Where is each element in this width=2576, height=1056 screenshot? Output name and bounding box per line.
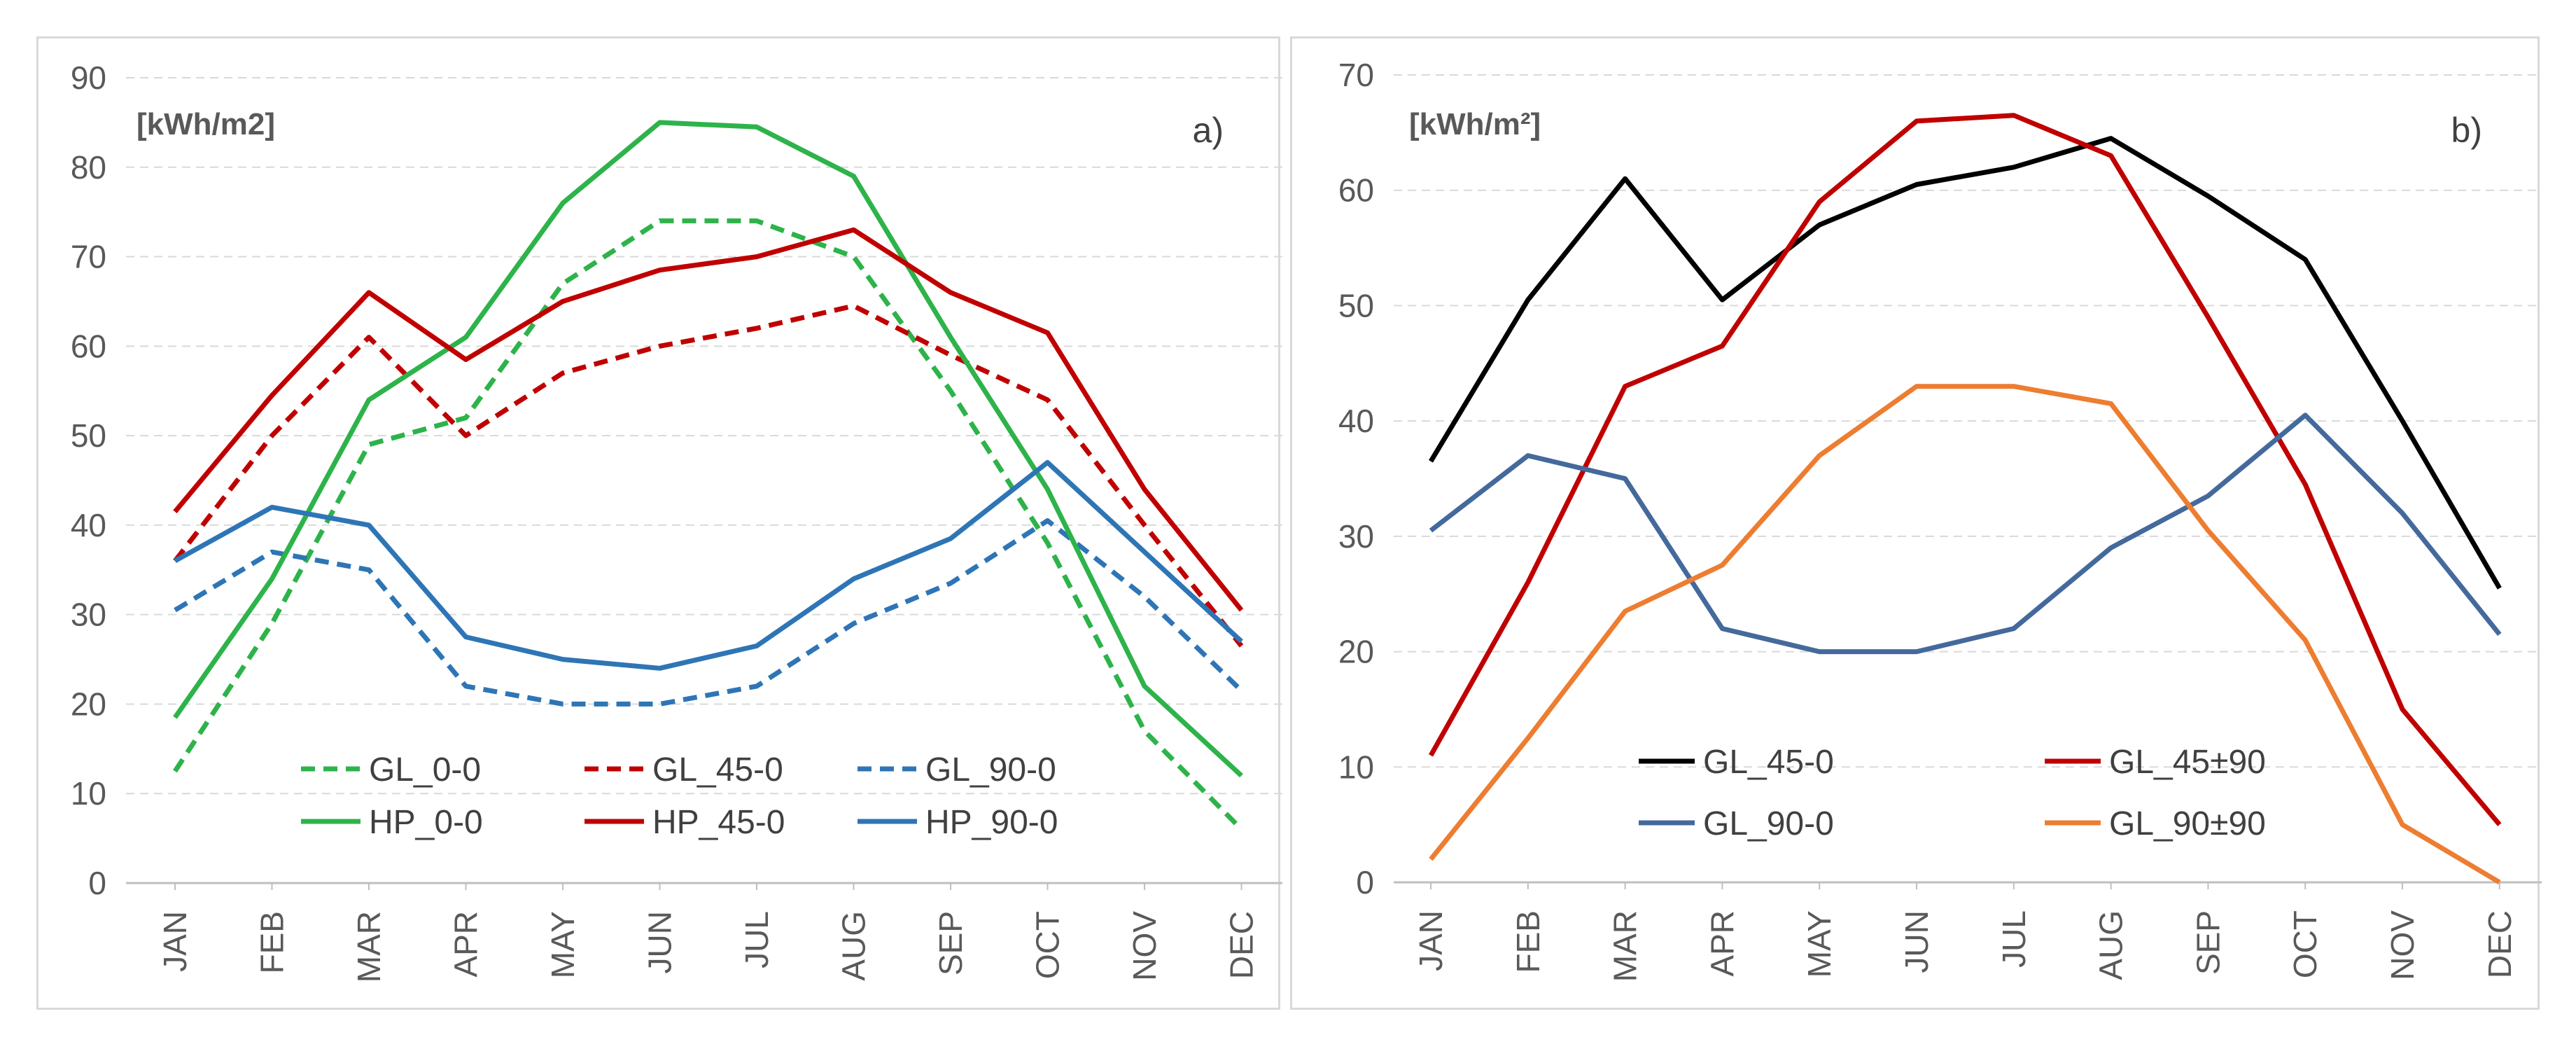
x-tick-label: MAR <box>1607 910 1644 982</box>
x-tick-label: OCT <box>2287 910 2323 978</box>
x-tick-label: MAR <box>351 911 387 982</box>
panel-label-b: b) <box>2451 111 2482 150</box>
chart-panel-b: 0 10 20 30 40 50 60 70 JAN FEB MAR APR MAY JUN JUL AUG… <box>1290 36 2542 1010</box>
y-tick-label: 30 <box>71 597 106 633</box>
y-tick-label: 20 <box>1338 634 1374 670</box>
y-tick-label: 30 <box>1338 518 1374 555</box>
chart-b-svg: 0 10 20 30 40 50 60 70 JAN FEB MAR APR MAY JUN JUL AUG… <box>1338 57 2542 982</box>
series-line-gl-45-90 <box>1428 113 2502 826</box>
x-tick-label: JUL <box>738 911 775 968</box>
chart-a-svg: 0 10 20 30 40 50 60 70 80 90 JAN FEB MAR APR MAY JUN JU… <box>71 60 1282 982</box>
legend-label: HP_0-0 <box>369 804 483 841</box>
y-tick-label: 0 <box>88 865 106 901</box>
y-tick-label: 20 <box>71 686 106 722</box>
x-tick-label: SEP <box>932 911 969 975</box>
legend-label: GL_90-0 <box>1703 805 1834 842</box>
chart-panel-a: 0 10 20 30 40 50 60 70 80 90 JAN FEB MAR APR MAY JUN JU… <box>36 36 1282 1010</box>
legend-label: HP_90-0 <box>925 804 1058 841</box>
x-tick-label: MAY <box>1801 910 1837 978</box>
x-tick-label: DEC <box>2482 910 2518 978</box>
x-tick-label: JAN <box>157 911 193 972</box>
series-line-hp-90-0 <box>174 459 1243 671</box>
y-tick-label: 60 <box>71 328 106 364</box>
y-tick-label: 40 <box>1338 403 1374 439</box>
legend-label: GL_90-0 <box>925 751 1056 788</box>
y-tick-label: 50 <box>71 417 106 454</box>
legend-label: GL_45±90 <box>2109 744 2266 781</box>
series-line-hp-45-0 <box>173 227 1244 612</box>
x-tick-label: JUN <box>1898 910 1935 973</box>
series-line-hp-0-0 <box>173 120 1243 778</box>
x-tick-label: AUG <box>2093 910 2129 980</box>
x-tick-label: JUN <box>642 911 678 973</box>
y-tick-label: 0 <box>1356 864 1374 901</box>
series-line-gl-45-0 <box>173 303 1244 648</box>
y-tick-label: 80 <box>71 149 106 186</box>
legend-label: GL_0-0 <box>369 751 481 788</box>
y-tick-label: 60 <box>1338 172 1374 209</box>
y-tick-label: 70 <box>1338 57 1374 93</box>
x-tick-label: APR <box>1704 910 1740 977</box>
series-line-gl-0-0 <box>173 218 1243 831</box>
series-line-gl-90-0 <box>174 518 1243 707</box>
legend-label: GL_90±90 <box>2109 805 2266 842</box>
y-tick-label: 10 <box>71 775 106 812</box>
x-tick-label: NOV <box>1126 911 1163 981</box>
x-tick-label: AUG <box>836 911 872 981</box>
x-tick-label: MAY <box>545 911 581 978</box>
x-tick-label: FEB <box>254 911 290 973</box>
y-tick-label: 40 <box>71 507 106 543</box>
y-tick-label: 10 <box>1338 749 1374 785</box>
x-tick-label: FEB <box>1510 910 1546 973</box>
panel-label-a: a) <box>1193 111 1224 150</box>
y-tick-label: 50 <box>1338 287 1374 324</box>
x-tick-label: JAN <box>1413 910 1449 971</box>
x-tick-label: JUL <box>1996 910 2032 968</box>
unit-label-b: [kWh/m²] <box>1409 107 1541 141</box>
x-tick-label: DEC <box>1224 911 1260 979</box>
y-tick-label: 70 <box>71 239 106 275</box>
series-line-gl-90-0 <box>1429 412 2502 655</box>
legend-label: GL_45-0 <box>1703 744 1834 781</box>
series-line-gl-90-90 <box>1429 384 2501 885</box>
legend-label: GL_45-0 <box>652 751 783 788</box>
x-tick-label: SEP <box>2190 910 2226 975</box>
series-line-gl-45-0 <box>1429 136 2502 590</box>
unit-label-a: [kWh/m2] <box>136 107 275 141</box>
legend-label: HP_45-0 <box>652 804 785 841</box>
x-tick-label: OCT <box>1030 911 1066 979</box>
y-tick-label: 90 <box>71 60 106 96</box>
x-tick-label: APR <box>448 911 484 978</box>
x-tick-label: NOV <box>2384 910 2421 980</box>
